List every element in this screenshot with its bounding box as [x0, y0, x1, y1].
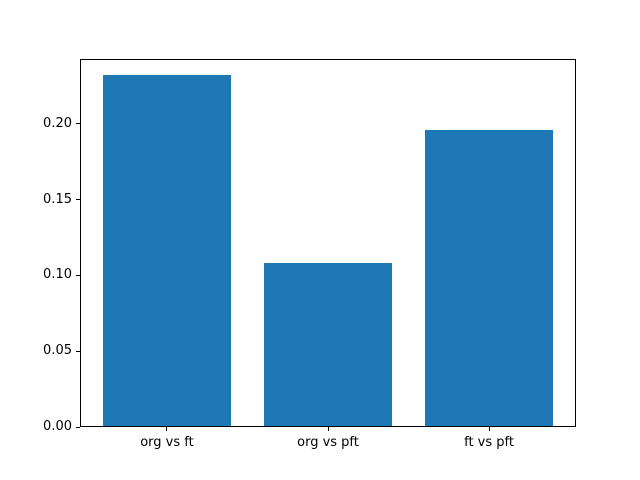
x-tick-mark — [488, 427, 490, 431]
y-tick-label: 0.10 — [43, 267, 72, 283]
x-tick-label: org vs pft — [297, 435, 359, 450]
x-tick-label: org vs ft — [140, 435, 194, 450]
x-tick-label: ft vs pft — [464, 435, 514, 450]
plot-area — [80, 59, 576, 427]
y-tick-label: 0.15 — [43, 191, 72, 207]
y-tick-label: 0.05 — [43, 343, 72, 359]
x-tick-mark — [166, 427, 168, 431]
y-tick-label: 0.20 — [43, 115, 72, 131]
y-tick-label: 0.00 — [43, 419, 72, 434]
x-tick-mark — [327, 427, 329, 431]
